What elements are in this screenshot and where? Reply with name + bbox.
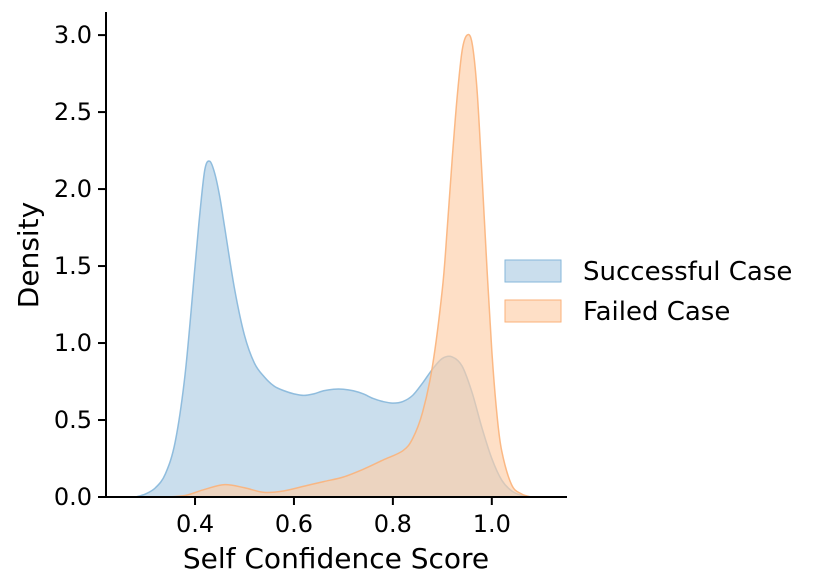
axes bbox=[105, 12, 567, 498]
legend-label-successful-case: Successful Case bbox=[583, 257, 792, 287]
legend: Successful Case Failed Case bbox=[504, 257, 792, 327]
y-axis-title: Density bbox=[12, 202, 45, 308]
legend-swatch-successful-case bbox=[504, 259, 562, 283]
x-tick-label: 0.6 bbox=[275, 510, 313, 538]
density-area-failed-case bbox=[165, 34, 532, 498]
y-tick-label: 2.0 bbox=[54, 175, 92, 203]
x-tick-label: 0.4 bbox=[176, 510, 214, 538]
plot-areas bbox=[135, 33, 532, 498]
x-tick-label: 1.0 bbox=[473, 510, 511, 538]
y-tick-label: 1.0 bbox=[54, 329, 92, 357]
y-tick-label: 1.5 bbox=[54, 252, 92, 280]
legend-swatch-failed-case bbox=[504, 299, 562, 323]
y-tick-label: 0.0 bbox=[54, 483, 92, 511]
x-axis-title: Self Confidence Score bbox=[183, 542, 489, 575]
x-ticks: 0.4 0.6 0.8 1.0 bbox=[176, 497, 511, 538]
x-tick-label: 0.8 bbox=[374, 510, 412, 538]
density-line-failed-case bbox=[165, 33, 532, 498]
y-tick-label: 2.5 bbox=[54, 98, 92, 126]
y-tick-label: 0.5 bbox=[54, 406, 92, 434]
y-ticks: 0.0 0.5 1.0 1.5 2.0 2.5 3.0 bbox=[54, 21, 106, 511]
legend-label-failed-case: Failed Case bbox=[583, 297, 730, 327]
y-tick-label: 3.0 bbox=[54, 21, 92, 49]
